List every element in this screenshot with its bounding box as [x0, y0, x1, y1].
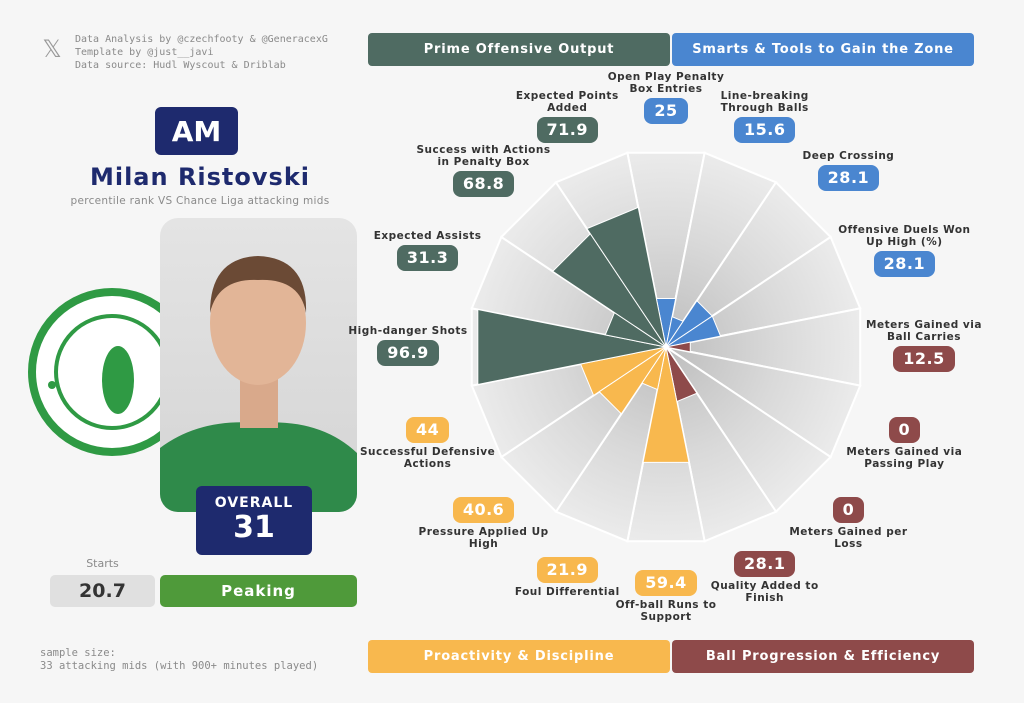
- value-label: 21.9: [536, 557, 598, 584]
- photo-illustration: [160, 256, 357, 512]
- slice-label-group: 0 Meters Gained per Loss: [778, 494, 918, 550]
- credits: Data Analysis by @czechfooty & @Generace…: [75, 33, 328, 72]
- x-logo: 𝕏: [42, 35, 61, 63]
- category-label: Open Play Penalty Box Entries: [607, 71, 725, 95]
- category-label: Off-ball Runs to Support: [615, 599, 717, 623]
- group-header: Prime Offensive Output: [368, 33, 670, 66]
- value-label: 15.6: [733, 116, 796, 143]
- slice-label-group: Open Play Penalty Box Entries 25: [596, 71, 736, 127]
- value-label: 44: [405, 416, 450, 443]
- value-label: 96.9: [377, 340, 439, 366]
- value-label: 59.4: [635, 570, 697, 596]
- slice-label-group: Deep Crossing 28.1: [778, 150, 918, 194]
- value-label: 28.1: [873, 251, 936, 278]
- category-label: Pressure Applied Up High: [418, 526, 549, 551]
- slice-bar: [665, 315, 722, 348]
- value-label: 28.1: [817, 164, 880, 191]
- value-label: 25: [644, 98, 688, 124]
- value-label: 68.8: [452, 170, 515, 197]
- category-label: Meters Gained via Ball Carries: [866, 319, 982, 343]
- category-label: Expected Points Added: [515, 89, 619, 114]
- category-label: Successful Defensive Actions: [360, 445, 496, 470]
- sample-line: sample size:: [40, 647, 116, 659]
- category-label: Deep Crossing: [802, 149, 895, 162]
- overall-value: 31: [233, 510, 275, 545]
- category-label: Success with Actions in Penalty Box: [416, 143, 551, 168]
- category-label: Offensive Duels Won Up High (%): [838, 224, 971, 249]
- sample-line: 33 attacking mids (with 900+ minutes pla…: [40, 660, 319, 672]
- value-label: 71.9: [536, 116, 598, 143]
- value-label: 31.3: [396, 245, 459, 272]
- credit-line: Data source: Hudl Wyscout & Driblab: [75, 60, 286, 71]
- credit-line: Data Analysis by @czechfooty & @Generace…: [75, 34, 328, 45]
- overall-label: OVERALL: [214, 495, 294, 511]
- category-label: Quality Added to Finish: [710, 580, 819, 605]
- slice-label-group: 44 Successful Defensive Actions: [358, 414, 498, 470]
- credit-line: Template by @just__javi: [75, 47, 214, 58]
- slice-bar: [665, 341, 691, 353]
- slice-label-group: 0 Meters Gained via Passing Play: [834, 414, 974, 470]
- slice-label-group: 40.6 Pressure Applied Up High: [414, 494, 554, 550]
- value-label: 0: [888, 416, 921, 443]
- slice-label-group: 59.4 Off-ball Runs to Support: [596, 567, 736, 623]
- status: Peaking: [160, 575, 357, 607]
- value-label: 40.6: [452, 497, 515, 524]
- slice-label-group: Meters Gained via Ball Carries 12.5: [854, 319, 994, 375]
- category-label: Meters Gained via Passing Play: [846, 445, 963, 470]
- subtitle: percentile rank VS Chance Liga attacking…: [70, 195, 330, 207]
- slice-label-group: Expected Assists 31.3: [358, 230, 498, 274]
- value-label: 0: [832, 497, 865, 524]
- player-photo: [160, 218, 357, 512]
- sample-size: sample size: 33 attacking mids (with 900…: [40, 647, 318, 673]
- slice-label-group: High-danger Shots 96.9: [338, 325, 478, 369]
- group-header: Proactivity & Discipline: [368, 640, 670, 673]
- slice-label-group: Expected Points Added 71.9: [497, 90, 637, 146]
- category-label: High-danger Shots: [348, 325, 468, 337]
- slice-bar: [586, 206, 667, 348]
- slice-bar: [477, 308, 667, 386]
- category-label: Meters Gained per Loss: [789, 526, 908, 551]
- starts-value: 20.7: [50, 575, 155, 607]
- slice-label-group: 28.1 Quality Added to Finish: [695, 548, 835, 604]
- slice-label-group: Success with Actions in Penalty Box 68.8: [414, 144, 554, 200]
- slice-label-group: Offensive Duels Won Up High (%) 28.1: [834, 224, 974, 280]
- slice-bar: [642, 346, 690, 463]
- group-header: Smarts & Tools to Gain the Zone: [672, 33, 974, 66]
- player-name: Milan Ristovski: [89, 163, 311, 191]
- value-label: 28.1: [733, 551, 796, 578]
- starts-label: Starts: [86, 557, 119, 570]
- slice-label-group: Line-breaking Through Balls 15.6: [695, 90, 835, 146]
- slice-label-group: 21.9 Foul Differential: [497, 554, 637, 598]
- group-header: Ball Progression & Efficiency: [672, 640, 974, 673]
- category-label: Foul Differential: [514, 586, 620, 599]
- category-label: Line-breaking Through Balls: [720, 89, 809, 114]
- category-label: Expected Assists: [373, 230, 482, 243]
- position-badge: AM: [155, 107, 238, 155]
- overall-badge: OVERALL 31: [196, 486, 312, 555]
- value-label: 12.5: [893, 346, 955, 372]
